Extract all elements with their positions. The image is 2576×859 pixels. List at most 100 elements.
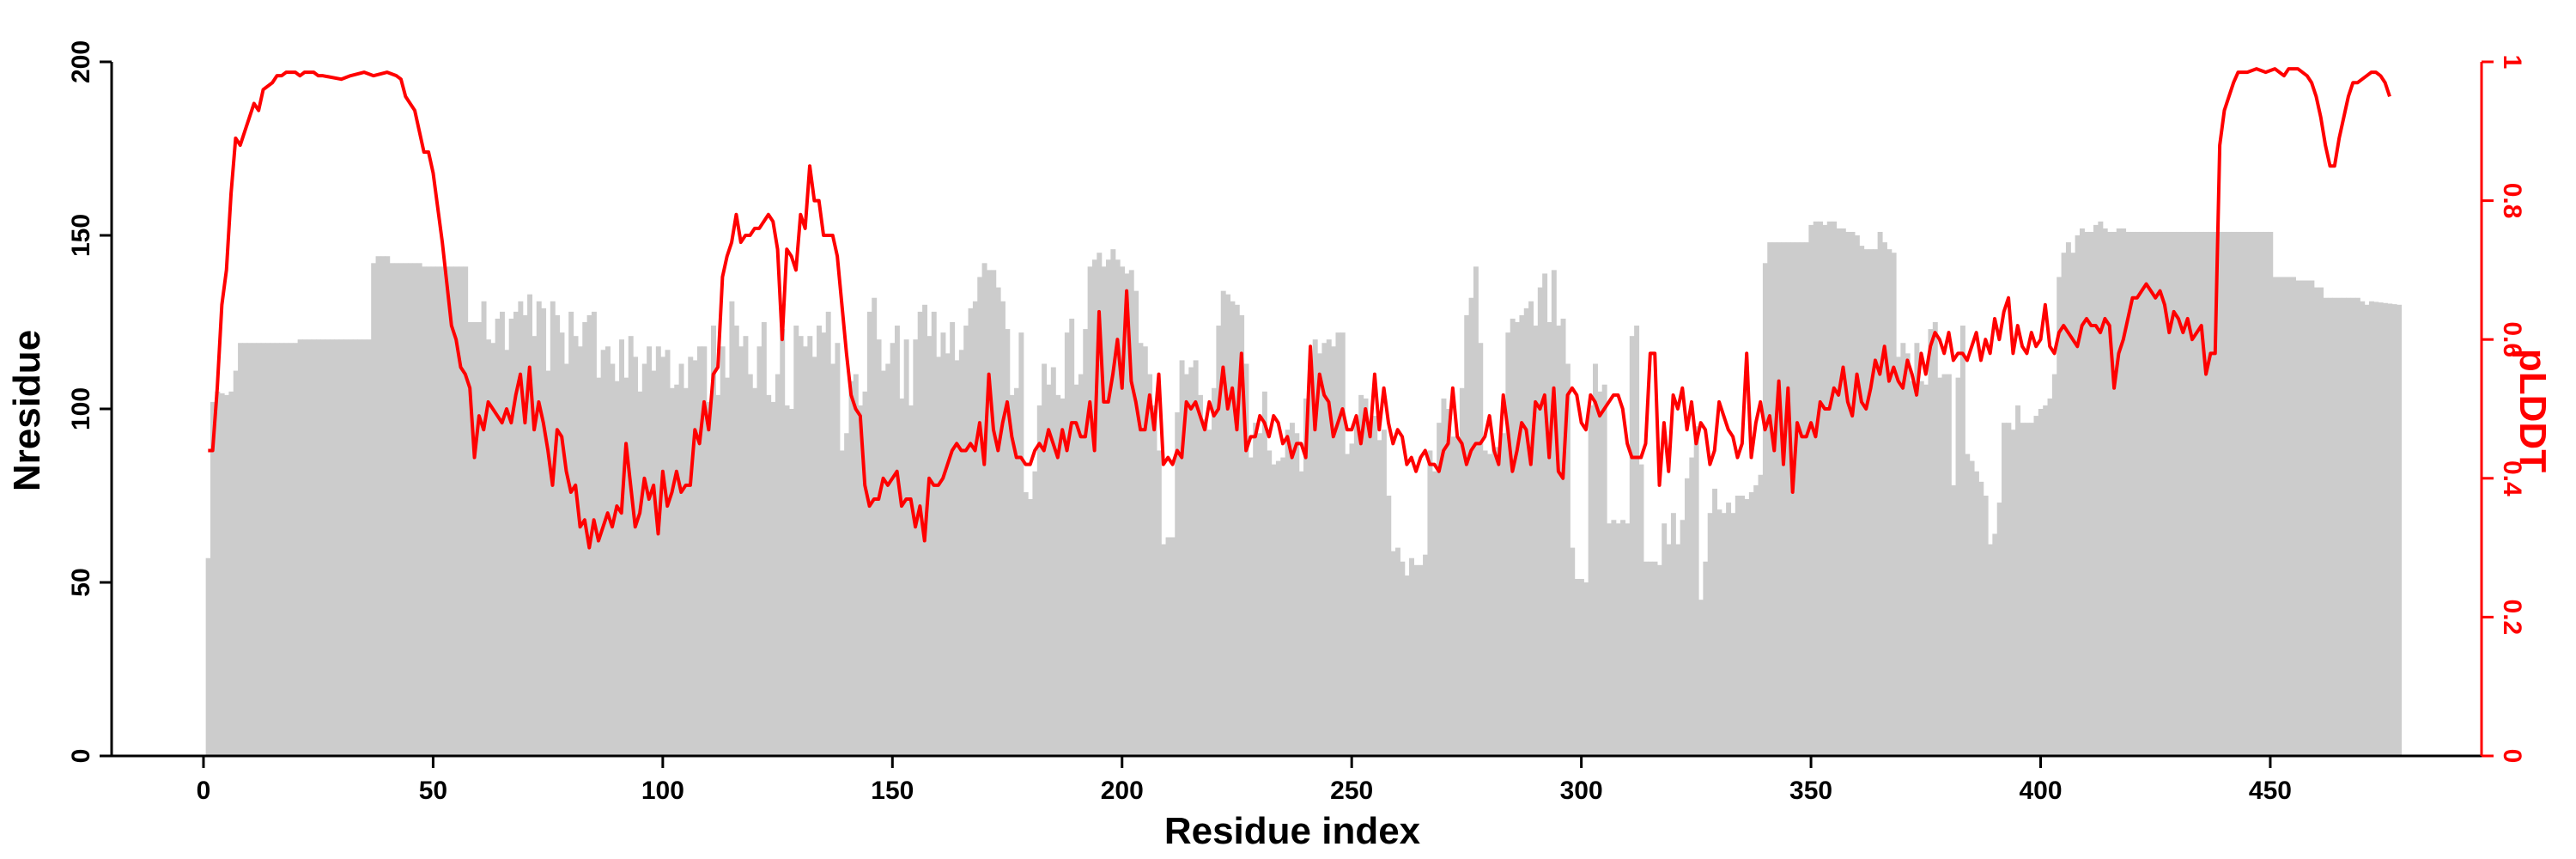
nresidue-bar — [1312, 339, 1318, 756]
nresidue-bar — [2249, 231, 2255, 757]
nresidue-bar — [1652, 561, 1658, 756]
nresidue-bar — [2038, 409, 2044, 756]
nresidue-bar — [403, 263, 409, 756]
nresidue-bar — [1854, 235, 1860, 756]
nresidue-bar — [1832, 221, 1838, 757]
nresidue-bar — [2180, 231, 2186, 757]
y-tick-label-right: 0.4 — [2498, 460, 2526, 497]
nresidue-bar — [1564, 363, 1571, 756]
nresidue-bar — [1271, 464, 1277, 756]
x-tick-label: 350 — [1789, 777, 1832, 805]
nresidue-bar — [297, 339, 303, 756]
y-tick-label-left: 150 — [67, 214, 95, 257]
nresidue-bar — [784, 405, 790, 756]
nresidue-bar — [1183, 374, 1189, 756]
nresidue-bar — [307, 339, 313, 756]
nresidue-bar — [2051, 374, 2057, 756]
nresidue-bar — [903, 339, 909, 756]
nresidue-bar — [2360, 301, 2366, 756]
x-tick-label: 450 — [2249, 777, 2292, 805]
nresidue-bar — [1510, 318, 1516, 756]
nresidue-bar — [430, 266, 436, 756]
nresidue-bar — [720, 346, 726, 756]
nresidue-bar — [715, 394, 721, 756]
nresidue-bar — [1097, 253, 1103, 756]
nresidue-bar — [1179, 360, 1185, 756]
nresidue-bar — [2272, 277, 2278, 757]
nresidue-bar — [848, 381, 854, 756]
nresidue-bar — [894, 326, 900, 756]
nresidue-bar — [527, 294, 533, 756]
nresidue-bar — [1138, 343, 1144, 756]
x-tick-label: 0 — [197, 777, 211, 805]
nresidue-bar — [1533, 326, 1539, 756]
nresidue-bar — [1124, 273, 1130, 756]
nresidue-bar — [651, 370, 657, 756]
nresidue-bar — [1785, 242, 1791, 757]
nresidue-bar — [2327, 297, 2333, 757]
nresidue-bar — [2258, 231, 2264, 757]
nresidue-bar — [1349, 443, 1355, 756]
nresidue-bar — [655, 346, 661, 756]
y-tick-label-right: 0.2 — [2498, 600, 2526, 636]
nresidue-bar — [1386, 496, 1392, 756]
nresidue-bar — [1321, 343, 1327, 756]
nresidue-bar — [839, 450, 845, 756]
nresidue-bar — [435, 266, 441, 756]
nresidue-bar — [1822, 224, 1828, 756]
nresidue-bar — [1345, 454, 1351, 756]
nresidue-bar — [596, 377, 602, 756]
nresidue-bar — [1060, 398, 1066, 756]
nresidue-bar — [2010, 430, 2016, 756]
nresidue-bar — [1836, 228, 1842, 756]
nresidue-bar — [803, 346, 808, 756]
y-tick-label-right: 0.8 — [2498, 183, 2526, 219]
nresidue-bar — [1206, 430, 1212, 756]
nresidue-bar — [2309, 280, 2315, 756]
nresidue-bar — [2227, 231, 2233, 757]
nresidue-bar — [485, 339, 491, 756]
nresidue-bar — [1978, 481, 1984, 756]
nresidue-bar — [2121, 228, 2127, 756]
y-tick-label-left: 50 — [67, 568, 95, 596]
nresidue-bar — [1340, 332, 1346, 756]
nresidue-bar — [2107, 231, 2113, 757]
nresidue-bar — [1101, 266, 1107, 756]
nresidue-bar — [348, 339, 354, 756]
nresidue-bar — [582, 322, 588, 756]
nresidue-bar — [288, 343, 294, 756]
nresidue-bar — [637, 391, 643, 756]
nresidue-bar — [1133, 290, 1139, 756]
nresidue-bar — [1253, 423, 1259, 756]
nresidue-bar — [770, 401, 776, 756]
nresidue-bar — [1170, 537, 1176, 756]
nresidue-bar — [559, 332, 565, 756]
nresidue-bar — [1110, 249, 1116, 756]
plddt-line-layer — [208, 67, 2391, 550]
nresidue-bar — [1064, 332, 1070, 756]
nresidue-bar — [1106, 259, 1111, 756]
nresidue-bar — [1771, 242, 1777, 757]
nresidue-bar — [1353, 423, 1359, 756]
nresidue-bar — [1069, 318, 1075, 756]
nresidue-bar — [1583, 582, 1589, 756]
nresidue-bar — [1951, 484, 1957, 756]
nresidue-bar — [1492, 447, 1498, 756]
nresidue-bar — [1202, 419, 1208, 756]
nresidue-bar — [522, 314, 528, 756]
nresidue-bar — [256, 343, 262, 756]
nresidue-bar — [756, 346, 762, 756]
nresidue-bar — [1850, 231, 1856, 757]
nresidue-bar — [1896, 356, 1901, 756]
nresidue-bar — [316, 339, 321, 756]
nresidue-bar — [1804, 242, 1809, 757]
nresidue-bar — [605, 346, 611, 756]
nresidue-bar — [375, 256, 381, 756]
nresidue-bar — [2153, 231, 2159, 757]
nresidue-bar — [858, 405, 864, 756]
nresidue-bar — [334, 339, 340, 756]
nresidue-bar — [1455, 436, 1461, 756]
nresidue-bar — [477, 322, 483, 756]
nresidue-bar — [270, 343, 276, 756]
nresidue-bar — [917, 311, 923, 756]
